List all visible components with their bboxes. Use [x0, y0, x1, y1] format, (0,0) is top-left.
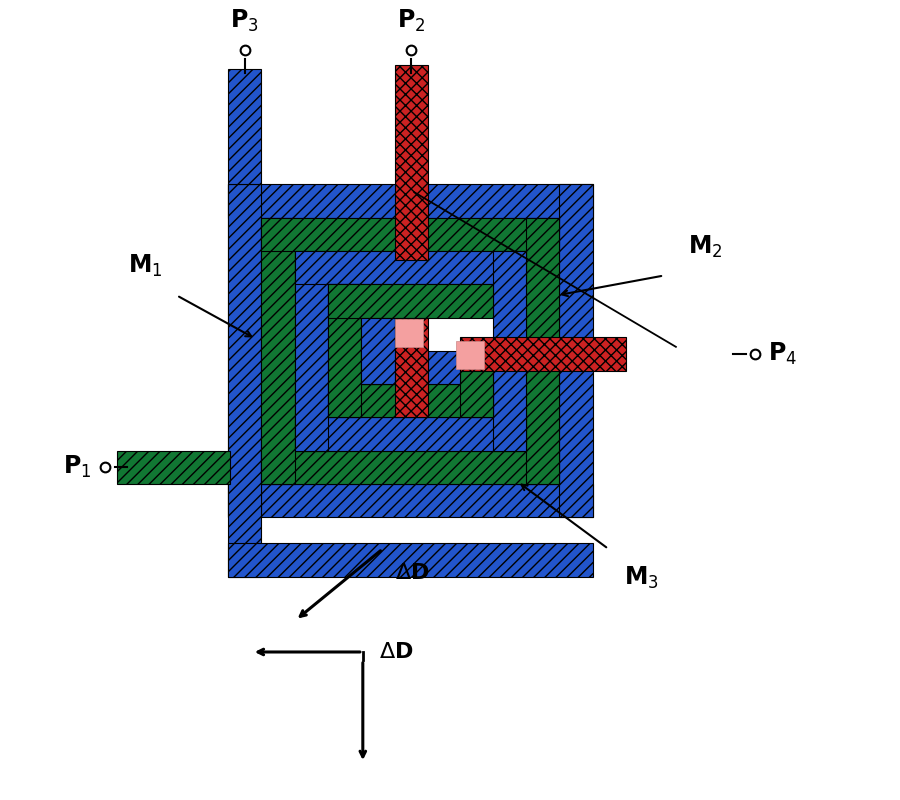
Bar: [228, 184, 593, 218]
Text: M$_3$: M$_3$: [625, 565, 659, 591]
Bar: [526, 218, 560, 484]
Text: P$_4$: P$_4$: [769, 341, 797, 367]
Bar: [261, 450, 560, 484]
Bar: [228, 70, 261, 184]
Bar: [228, 543, 593, 577]
Bar: [228, 184, 261, 518]
Text: $\Delta$D: $\Delta$D: [379, 642, 413, 662]
Text: P$_1$: P$_1$: [63, 454, 92, 481]
Text: P$_2$: P$_2$: [397, 7, 426, 34]
Bar: [117, 450, 230, 484]
Bar: [394, 318, 428, 418]
Bar: [228, 484, 593, 518]
Text: M$_2$: M$_2$: [688, 234, 723, 260]
Bar: [228, 184, 261, 577]
Bar: [328, 284, 361, 418]
Bar: [394, 319, 423, 347]
Bar: [328, 384, 493, 418]
Bar: [261, 218, 560, 251]
Bar: [294, 251, 526, 284]
Bar: [493, 251, 526, 450]
Bar: [560, 184, 593, 518]
Bar: [328, 284, 493, 318]
Bar: [456, 341, 484, 369]
Text: $\Delta$D: $\Delta$D: [394, 562, 429, 582]
Bar: [460, 338, 626, 370]
Text: P$_3$: P$_3$: [230, 7, 259, 34]
Text: M$_1$: M$_1$: [128, 254, 162, 279]
Bar: [394, 66, 428, 260]
Bar: [294, 251, 328, 450]
Bar: [294, 418, 526, 450]
Bar: [361, 318, 394, 384]
Bar: [361, 351, 460, 384]
Bar: [460, 344, 493, 418]
Bar: [261, 218, 294, 484]
